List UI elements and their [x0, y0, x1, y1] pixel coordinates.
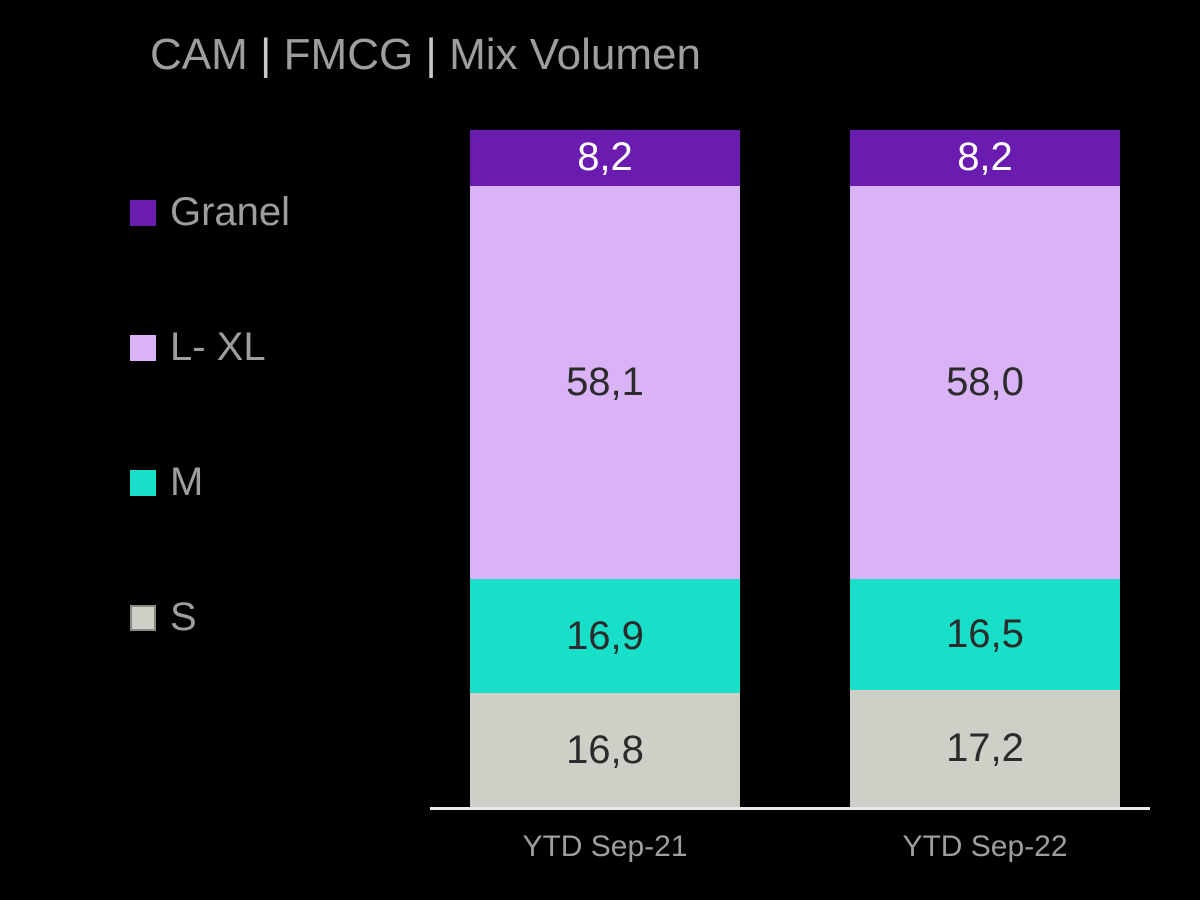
category-label: YTD Sep-22 — [850, 830, 1120, 864]
title-part: CAM — [150, 30, 248, 79]
category-label: YTD Sep-21 — [470, 830, 740, 864]
bar-segment-value: 16,8 — [566, 728, 644, 773]
legend-item: S — [130, 595, 290, 640]
legend-item: L- XL — [130, 325, 290, 370]
bar-segment: 16,9 — [470, 579, 740, 693]
bar-segment: 17,2 — [850, 690, 1120, 807]
x-axis-line — [430, 807, 1150, 810]
legend-label: M — [170, 460, 203, 505]
bar-segment-value: 58,1 — [566, 360, 644, 405]
bar-segment: 16,5 — [850, 579, 1120, 691]
legend-label: S — [170, 595, 197, 640]
title-part: FMCG — [284, 30, 414, 79]
legend-label: Granel — [170, 190, 290, 235]
chart-title: CAM | FMCG | Mix Volumen — [150, 30, 701, 80]
bar-segment: 58,0 — [850, 186, 1120, 579]
bar-segment: 58,1 — [470, 186, 740, 579]
legend: Granel L- XL M S — [130, 190, 290, 640]
chart-stage: CAM | FMCG | Mix Volumen Granel L- XL M S 8… — [0, 0, 1200, 900]
title-separator: | — [413, 30, 449, 79]
bar-segment-value: 8,2 — [957, 135, 1013, 180]
bar-segment-value: 8,2 — [577, 135, 633, 180]
bar-segment: 8,2 — [470, 130, 740, 186]
stacked-bar: 8,2 58,1 16,9 16,8 — [470, 130, 740, 807]
title-part: Mix Volumen — [449, 30, 701, 79]
legend-swatch — [130, 335, 156, 361]
bar-segment: 8,2 — [850, 130, 1120, 186]
legend-item: Granel — [130, 190, 290, 235]
bar-segment-value: 16,9 — [566, 614, 644, 659]
plot-area: 8,258,116,916,8YTD Sep-218,258,016,517,2… — [430, 130, 1150, 810]
bar-segment: 16,8 — [470, 693, 740, 807]
title-separator: | — [248, 30, 284, 79]
legend-label: L- XL — [170, 325, 266, 370]
bar-segment-value: 58,0 — [946, 360, 1024, 405]
bar-segment-value: 17,2 — [946, 726, 1024, 771]
legend-swatch — [130, 470, 156, 496]
legend-item: M — [130, 460, 290, 505]
legend-swatch — [130, 605, 156, 631]
bar-segment-value: 16,5 — [946, 612, 1024, 657]
stacked-bar: 8,2 58,0 16,5 17,2 — [850, 130, 1120, 807]
legend-swatch — [130, 200, 156, 226]
